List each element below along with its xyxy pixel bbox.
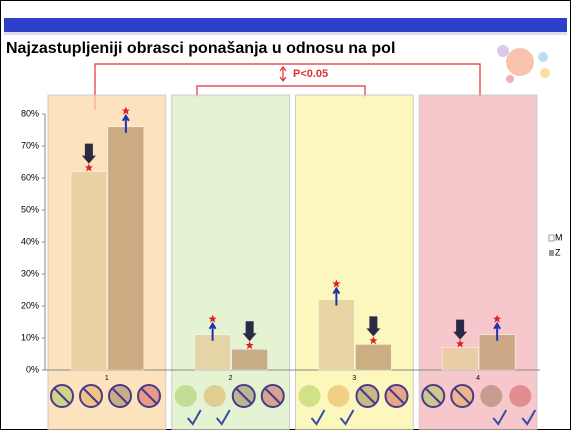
- behavior-icon: [327, 385, 350, 407]
- ban-ring: [384, 384, 409, 408]
- ban-ring: [108, 384, 132, 408]
- ban-slash: [264, 387, 282, 405]
- y-tick-label: 80%: [21, 108, 39, 118]
- y-tick-label: 40%: [21, 236, 39, 246]
- ban-slash: [358, 387, 377, 405]
- trend-arrow: [332, 286, 341, 306]
- ban-ring: [50, 384, 74, 408]
- check-mark: [310, 409, 326, 426]
- check-mark: [492, 409, 508, 426]
- ban-slash: [82, 387, 100, 405]
- ban-slash: [387, 387, 406, 405]
- behavior-icon: [509, 385, 532, 407]
- significance-star: [369, 336, 378, 345]
- header-bar: [4, 18, 567, 32]
- check-mark: [215, 409, 231, 426]
- y-tick-label: 70%: [21, 140, 39, 150]
- annotation: P<0.05: [293, 68, 328, 80]
- bar: [441, 347, 479, 371]
- ban-ring: [137, 384, 161, 408]
- trend-arrow: [366, 316, 381, 337]
- category-panel: [418, 94, 538, 430]
- trend-arrow: [453, 319, 468, 340]
- ban-ring: [421, 384, 446, 408]
- ban-slash: [424, 387, 442, 405]
- trend-arrow: [208, 321, 217, 341]
- header-rule: [4, 32, 567, 35]
- y-tick-label: 10%: [21, 332, 39, 342]
- ban-slash: [53, 387, 71, 405]
- y-tick-label: 20%: [21, 300, 39, 310]
- behavior-icon: [174, 385, 197, 407]
- check-mark: [339, 409, 355, 426]
- y-tick-label: 50%: [21, 204, 39, 214]
- chart-title: Najzastupljeniji obrasci ponašanja u odn…: [6, 40, 395, 57]
- plot: 0% 10% 20% 30% 40% 50% 60% 70% 80% 1 2 3 4: [21, 94, 540, 430]
- ban-ring: [231, 384, 256, 408]
- significance-star: [84, 163, 93, 172]
- legend-swatch: [549, 250, 554, 256]
- legend-swatch: [548, 234, 555, 242]
- trend-arrow: [242, 321, 257, 342]
- category-panel: [171, 94, 290, 430]
- ban-slash: [453, 387, 471, 405]
- category-panel: [295, 94, 414, 430]
- ban-ring: [450, 384, 475, 408]
- trend-arrow: [81, 143, 96, 164]
- ban-slash: [140, 387, 158, 405]
- decor-dots: [497, 45, 550, 83]
- bar: [231, 348, 268, 371]
- y-tick-label: 0%: [26, 364, 39, 374]
- y-tick-label: 30%: [21, 268, 39, 278]
- bar: [70, 171, 108, 371]
- trend-arrow: [122, 113, 130, 133]
- legend-label: Z: [555, 247, 561, 257]
- significance-star: [332, 279, 341, 288]
- x-tick-label: 4: [476, 375, 480, 382]
- ban-ring: [355, 384, 380, 408]
- ban-slash: [235, 387, 253, 405]
- significance-star: [245, 341, 254, 350]
- check-mark: [186, 409, 202, 426]
- y-tick-label: 60%: [21, 172, 39, 182]
- x-tick-label: 2: [229, 375, 233, 382]
- x-tick-label: 3: [352, 375, 356, 382]
- significance-star: [208, 314, 217, 323]
- ban-ring: [79, 384, 103, 408]
- ban-ring: [260, 384, 285, 408]
- significance-star: [493, 314, 502, 323]
- trend-arrow: [493, 321, 501, 341]
- significance-star: [456, 339, 465, 348]
- significance-star: [121, 106, 130, 115]
- x-tick-label: 1: [105, 375, 109, 382]
- bar: [355, 344, 392, 371]
- behavior-icon: [203, 385, 226, 407]
- behavior-icon: [298, 385, 321, 407]
- bar: [107, 126, 145, 371]
- significance-bracket: [94, 63, 481, 110]
- bar: [318, 299, 355, 371]
- behavior-icon: [480, 385, 503, 407]
- legend-label: M: [555, 232, 563, 242]
- check-mark: [521, 409, 537, 426]
- ban-slash: [111, 387, 129, 405]
